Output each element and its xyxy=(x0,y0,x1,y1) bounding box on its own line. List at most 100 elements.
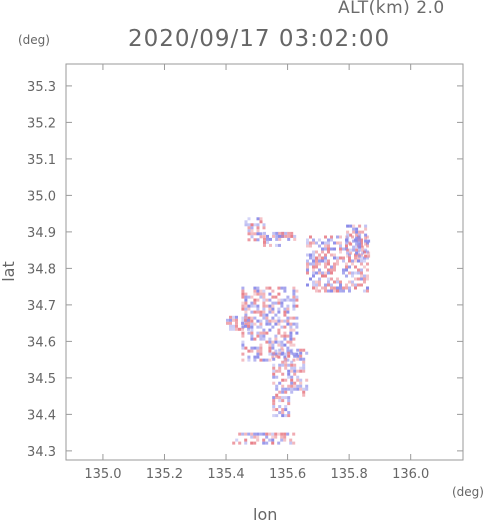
echo-cell xyxy=(349,233,353,237)
echo-cell xyxy=(361,230,365,234)
y-tick-label: 34.6 xyxy=(27,335,56,350)
echo-cell xyxy=(360,241,363,245)
echo-cell xyxy=(354,271,357,275)
echo-cell xyxy=(306,259,309,263)
echo-cell xyxy=(312,283,315,287)
echo-cell xyxy=(277,307,281,311)
echo-cell xyxy=(355,239,359,243)
echo-cell xyxy=(250,232,254,236)
echo-cell xyxy=(271,340,275,344)
x-tick-label: 135.2 xyxy=(146,467,183,482)
echo-cell xyxy=(262,235,266,239)
echo-cell xyxy=(292,301,296,305)
echo-cell xyxy=(283,337,287,341)
echo-cell xyxy=(275,387,279,391)
echo-cell xyxy=(351,262,354,266)
echo-cell xyxy=(349,224,353,228)
echo-cell xyxy=(241,343,245,347)
echo-cell xyxy=(268,358,272,362)
echo-cell xyxy=(309,235,312,239)
echo-cell xyxy=(290,384,294,388)
echo-cell xyxy=(299,387,303,391)
echo-cell xyxy=(266,234,269,238)
echo-cell xyxy=(327,250,330,254)
echo-cell xyxy=(312,265,315,269)
echo-cell xyxy=(289,343,293,347)
echo-cell xyxy=(278,237,282,241)
echo-cell xyxy=(244,441,248,445)
echo-cell xyxy=(315,265,318,269)
echo-cell xyxy=(363,280,366,284)
echo-cell xyxy=(342,256,345,260)
echo-cell xyxy=(250,301,254,305)
echo-cell xyxy=(302,366,306,370)
echo-cell xyxy=(284,366,288,370)
echo-cell xyxy=(327,247,330,251)
echo-cell xyxy=(280,319,284,323)
y-tick-label: 35.1 xyxy=(27,153,56,168)
echo-cell xyxy=(281,348,285,352)
echo-cell xyxy=(306,238,309,242)
echo-cell xyxy=(290,231,294,235)
echo-cell xyxy=(250,316,254,320)
echo-cell xyxy=(286,432,290,436)
echo-cell xyxy=(324,235,327,239)
echo-cell xyxy=(290,369,294,373)
echo-cell xyxy=(290,234,294,238)
echo-cell xyxy=(289,298,293,302)
echo-cell xyxy=(327,241,330,245)
echo-cell xyxy=(244,316,248,320)
echo-cell xyxy=(263,237,266,241)
echo-cell xyxy=(330,235,333,239)
echo-cell xyxy=(299,369,303,373)
echo-cell xyxy=(318,238,321,242)
echo-cell xyxy=(346,224,350,228)
echo-cell xyxy=(299,381,303,385)
echo-cell xyxy=(266,237,269,241)
echo-cell xyxy=(299,366,303,370)
echo-cell xyxy=(283,310,287,314)
echo-cell xyxy=(293,387,297,391)
echo-cell xyxy=(324,283,327,287)
echo-cell xyxy=(327,289,330,293)
echo-cell xyxy=(357,268,360,272)
echo-cell xyxy=(287,231,291,235)
echo-cell xyxy=(253,289,257,293)
echo-cell xyxy=(241,325,245,329)
echo-cell xyxy=(336,286,339,290)
echo-cell xyxy=(244,223,248,227)
echo-cell xyxy=(262,295,266,299)
echo-cell xyxy=(292,304,296,308)
echo-cell xyxy=(290,348,294,352)
echo-cell xyxy=(361,248,365,252)
echo-cell xyxy=(277,292,281,296)
echo-cell xyxy=(241,346,245,350)
echo-cell xyxy=(265,340,269,344)
echo-cell xyxy=(309,256,312,260)
echo-cell xyxy=(271,432,275,436)
echo-cell xyxy=(295,316,299,320)
echo-cell xyxy=(290,363,294,367)
echo-cell xyxy=(346,248,350,252)
echo-cell xyxy=(287,375,291,379)
echo-cell xyxy=(287,396,291,400)
echo-cell xyxy=(358,248,362,252)
echo-cell xyxy=(265,286,269,290)
echo-cell xyxy=(256,432,260,436)
echo-cell xyxy=(272,366,276,370)
echo-cell xyxy=(250,346,254,350)
echo-cell xyxy=(354,259,357,263)
echo-cell xyxy=(280,432,284,436)
echo-cell xyxy=(247,321,250,325)
echo-cell xyxy=(226,318,229,322)
echo-cell xyxy=(315,250,318,254)
echo-cell xyxy=(324,259,327,263)
echo-cell xyxy=(268,322,272,326)
echo-cell xyxy=(302,363,306,367)
echo-cell xyxy=(324,247,327,251)
echo-cell xyxy=(259,432,263,436)
echo-cell xyxy=(235,327,238,331)
echo-cell xyxy=(247,324,250,328)
echo-cell xyxy=(290,366,294,370)
